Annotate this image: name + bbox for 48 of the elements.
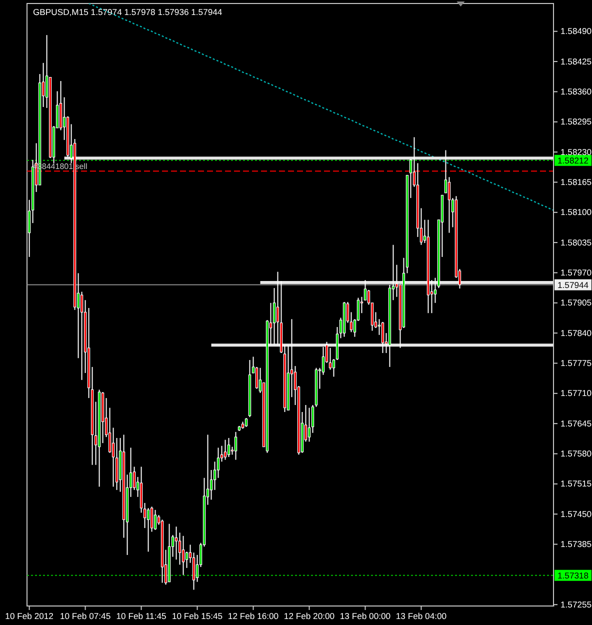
- y-tick-label: 1.58425: [560, 56, 592, 66]
- y-tick-label: 1.57385: [560, 539, 592, 550]
- y-tick-label: 1.57710: [560, 388, 592, 398]
- x-tick-label: 10 Feb 15:45: [172, 611, 223, 622]
- line-series: [88, 4, 554, 212]
- x-tick-label: 12 Feb 20:00: [284, 611, 335, 622]
- candlestick: [185, 551, 188, 568]
- y-tick-label: 1.58490: [560, 26, 592, 36]
- y-tick-label: 1.58295: [560, 116, 592, 127]
- candlestick: [255, 366, 258, 390]
- y-tick-label: 1.57775: [560, 358, 592, 368]
- y-tick-label: 1.58035: [560, 237, 592, 248]
- y-tick-label: 1.57840: [560, 328, 592, 338]
- x-tick-label: 13 Feb 00:00: [340, 611, 391, 622]
- candlestick: [381, 321, 384, 354]
- candlestick: [434, 277, 437, 304]
- y-tick-label: 1.57580: [560, 448, 592, 458]
- x-tick-label: 12 Feb 16:00: [228, 611, 279, 622]
- chart-title: GBPUSD,M15 1.57974 1.57978 1.57936 1.57944: [33, 7, 222, 17]
- y-tick-label: 1.58230: [560, 146, 592, 157]
- candlestick: [154, 509, 157, 530]
- y-tick-label: 1.57905: [560, 298, 592, 308]
- candlestick: [182, 535, 185, 576]
- candlestick: [272, 288, 276, 346]
- candlestick: [308, 407, 311, 442]
- candlestick: [448, 176, 451, 234]
- ref-line-label: 1.57944: [558, 280, 589, 290]
- candlestick: [234, 431, 238, 460]
- candlestick: [174, 526, 178, 560]
- x-tick-label: 10 Feb 2012: [5, 611, 54, 622]
- candlestick: [322, 346, 325, 376]
- y-tick-label: 1.58100: [560, 207, 592, 218]
- y-tick-label: 1.58165: [560, 176, 592, 187]
- x-tick-label: 10 Feb 07:45: [60, 611, 111, 622]
- y-tick-label: 1.58360: [560, 86, 592, 96]
- y-tick-label: 1.57255: [560, 599, 592, 610]
- y-tick-label: 1.57645: [560, 418, 592, 428]
- y-tick-label: 1.57515: [560, 478, 592, 489]
- candlestick: [224, 439, 227, 460]
- x-tick-label: 13 Feb 04:00: [396, 611, 447, 622]
- candlestick: [364, 280, 367, 301]
- x-tick-label: 10 Feb 11:45: [116, 611, 166, 622]
- candlestick: [328, 347, 332, 370]
- ref-line-label: 1.57318: [558, 570, 589, 581]
- ref-line-label: 1.58212: [558, 156, 589, 166]
- y-tick-label: 1.57450: [560, 508, 592, 519]
- y-tick-label: 1.57970: [560, 267, 592, 278]
- candlestick: [227, 437, 230, 458]
